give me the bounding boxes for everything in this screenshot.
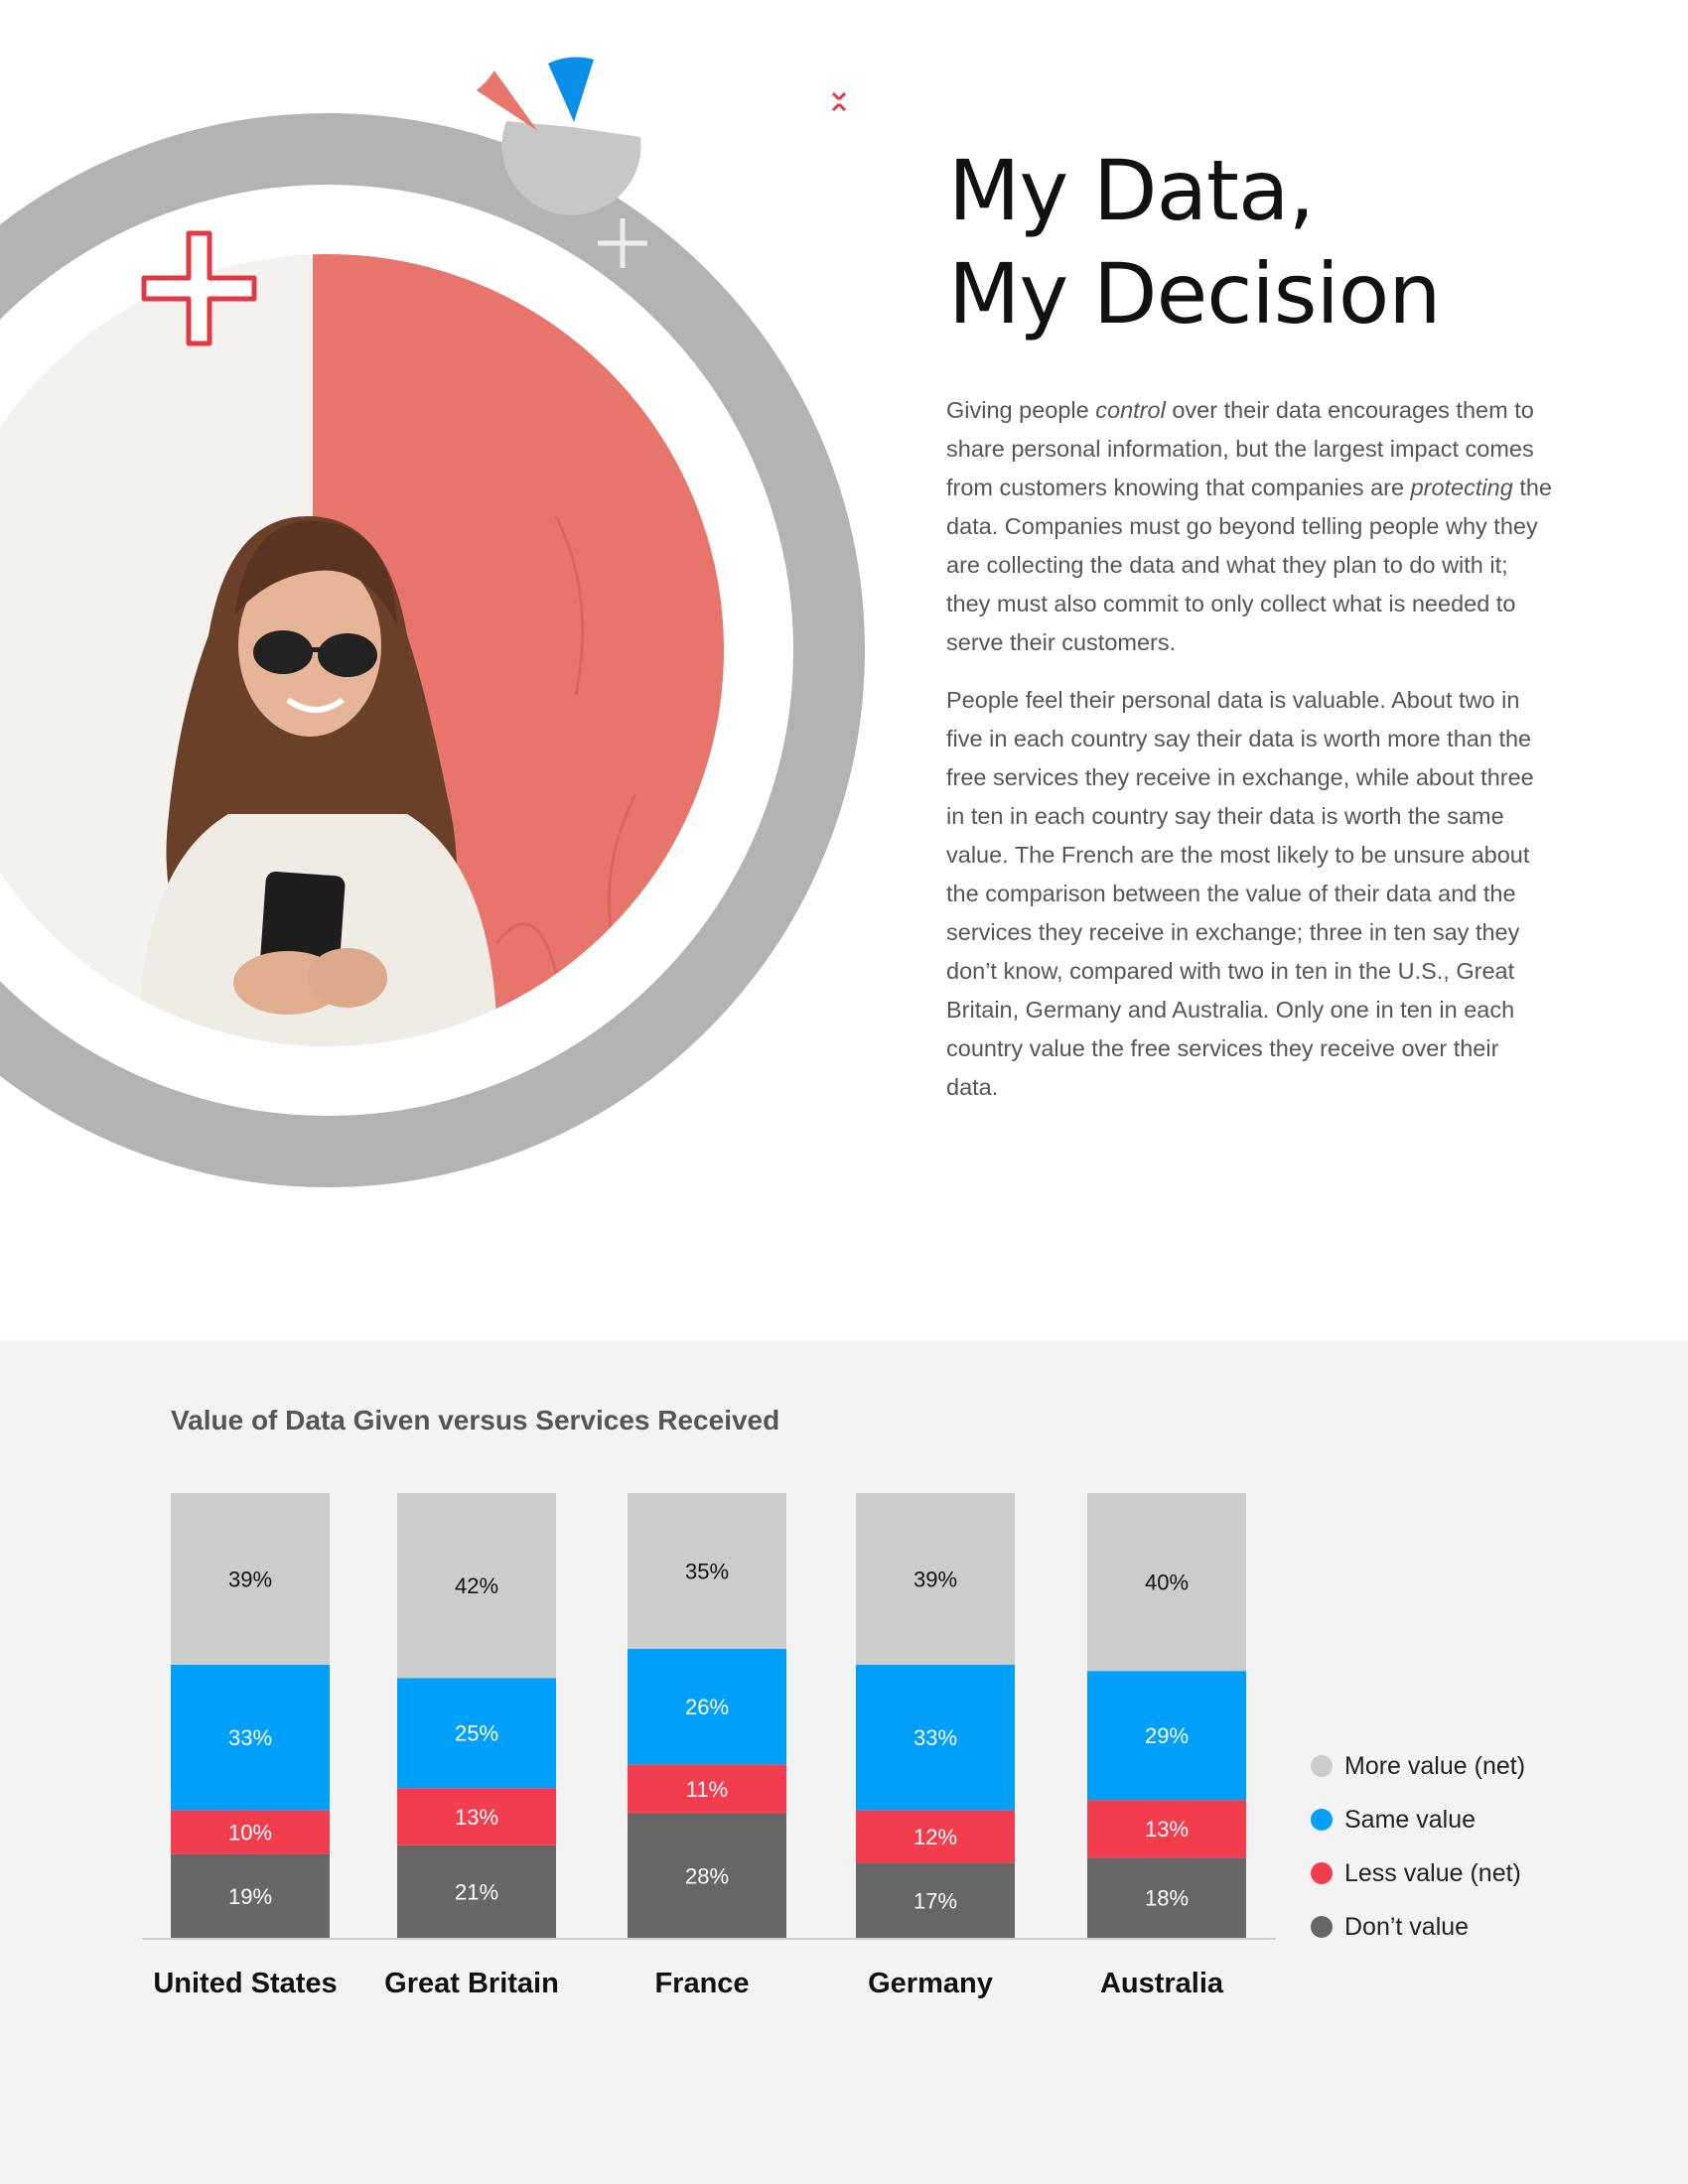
category-label: Australia — [1100, 1968, 1224, 1999]
bar-segment — [628, 1648, 786, 1765]
data-label: 28% — [685, 1863, 729, 1888]
paragraph-text: the data. Companies must go beyond telli… — [946, 475, 1552, 655]
bar-segment — [171, 1664, 330, 1811]
legend-swatch — [1311, 1755, 1333, 1777]
legend-item: Same value — [1311, 1793, 1525, 1846]
bar-segment — [397, 1493, 556, 1679]
legend-label: Same value — [1344, 1805, 1477, 1834]
bar-segment — [856, 1810, 1015, 1863]
category-label: France — [654, 1968, 749, 1999]
chart-legend: More value (net) Same value Less value (ne… — [1311, 1739, 1525, 1954]
gray-ring — [0, 113, 865, 1187]
data-label: 11% — [686, 1777, 728, 1802]
bar-segment — [171, 1853, 330, 1938]
data-label: 21% — [455, 1879, 498, 1904]
data-label: 13% — [1145, 1817, 1189, 1842]
legend-item: More value (net) — [1311, 1739, 1525, 1793]
bar-segment — [1087, 1857, 1246, 1938]
paragraph-text: People feel their personal data is valua… — [946, 687, 1534, 1100]
bar-segment — [1087, 1493, 1246, 1672]
bar-segment — [171, 1493, 330, 1665]
data-label: 26% — [685, 1695, 729, 1719]
data-label: 19% — [228, 1884, 272, 1909]
data-label: 10% — [228, 1821, 272, 1845]
legend-label: Don’t value — [1344, 1912, 1470, 1941]
legend-swatch — [1311, 1916, 1333, 1938]
paragraph-text: over their data encourages them to share… — [946, 397, 1534, 500]
page-title-line: My Data, — [948, 142, 1315, 239]
data-label: 13% — [455, 1805, 498, 1830]
bar-segment — [856, 1664, 1015, 1811]
page-title: My Data, My Decision — [948, 139, 1442, 345]
bar-segment — [171, 1810, 330, 1854]
bar-segment — [397, 1788, 556, 1845]
data-label: 33% — [228, 1725, 272, 1750]
data-label: 33% — [914, 1725, 957, 1750]
bar-segment — [628, 1764, 786, 1814]
category-label: Great Britain — [384, 1968, 559, 1999]
paragraph-text: Giving people — [946, 397, 1096, 423]
pie-chart-icon — [476, 57, 641, 215]
bar-segment — [856, 1862, 1015, 1938]
chart-title: Value of Data Given versus Services Rece… — [171, 1405, 780, 1435]
data-label: 39% — [228, 1567, 272, 1591]
chart-panel: Value of Data Given versus Services Rece… — [0, 1340, 1688, 2184]
red-plus-icon — [141, 230, 257, 346]
data-label: 12% — [914, 1825, 957, 1849]
stacked-bar-chart: 19% 10% 33% 39% United States 21% 13% 25% 42% Gre… — [142, 1493, 1276, 1999]
emphasis-text: control — [1095, 397, 1166, 423]
bar-segment — [397, 1844, 556, 1938]
legend-item: Less value (net) — [1311, 1846, 1525, 1900]
emphasis-text: protecting — [1410, 475, 1513, 500]
bar-segment — [628, 1813, 786, 1938]
data-label: 35% — [685, 1559, 729, 1583]
legend-label: More value (net) — [1344, 1751, 1526, 1780]
body-paragraph: Giving people control over their data en… — [946, 391, 1552, 662]
body-paragraph: People feel their personal data is valua… — [946, 681, 1552, 1107]
category-label: Germany — [868, 1968, 993, 1999]
legend-label: Less value (net) — [1344, 1858, 1521, 1887]
data-label: 18% — [1145, 1886, 1189, 1911]
data-label: 17% — [914, 1888, 957, 1913]
hero-illustration — [0, 57, 865, 1187]
bar-segment — [1087, 1671, 1246, 1801]
red-cross-mark-icon — [831, 91, 847, 112]
woman-with-phone-photo — [0, 253, 725, 1047]
data-label: 42% — [455, 1573, 498, 1598]
legend-item: Don’t value — [1311, 1900, 1525, 1954]
data-label: 40% — [1145, 1570, 1189, 1595]
bar-segment — [856, 1493, 1015, 1665]
body-text: Giving people control over their data en… — [946, 391, 1552, 1126]
white-plus-icon — [598, 218, 647, 268]
legend-swatch — [1311, 1809, 1333, 1831]
data-label: 39% — [914, 1567, 957, 1591]
bar-segment — [628, 1493, 786, 1649]
bar-segment — [397, 1678, 556, 1789]
legend-swatch — [1311, 1862, 1333, 1884]
white-ring-gap — [0, 252, 726, 1048]
data-label: 29% — [1145, 1723, 1189, 1748]
data-label: 25% — [455, 1721, 498, 1746]
category-label: United States — [153, 1968, 337, 1999]
page-title-line: My Decision — [948, 245, 1442, 342]
bar-segment — [1087, 1800, 1246, 1858]
